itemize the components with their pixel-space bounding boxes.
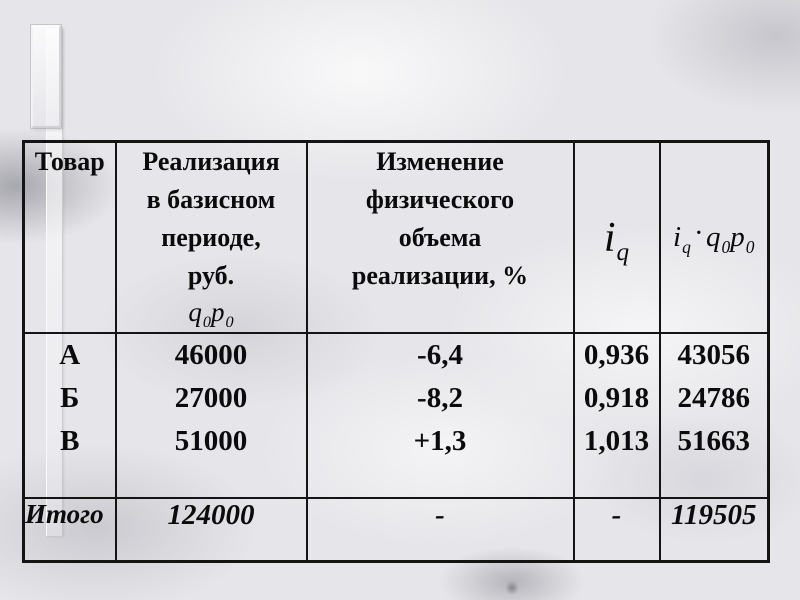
formula-q-sub: 0 bbox=[202, 313, 211, 332]
formula-i-sub: q bbox=[616, 239, 630, 267]
col-header-product: Товар bbox=[22, 140, 117, 334]
col-header-iq: iq bbox=[572, 140, 661, 334]
cell-base-revenues: 46000 27000 51000 bbox=[114, 332, 308, 499]
total-base-revenue: 124000 bbox=[114, 497, 308, 562]
iq-value: 1,013 bbox=[583, 425, 650, 457]
formula-p: p bbox=[730, 221, 745, 253]
formula-q: q bbox=[706, 221, 721, 253]
formula-i: i bbox=[673, 221, 682, 253]
decorative-bar bbox=[30, 24, 62, 129]
product-name: В bbox=[60, 425, 80, 457]
col-header-volume-change: Изменение физического объема реализации,… bbox=[305, 140, 575, 334]
base-revenue-value: 51000 bbox=[174, 425, 248, 457]
table-body-row: А Б В 46000 27000 51000 -6,4 -8,2 +1,3 0… bbox=[22, 332, 770, 499]
formula-p-sub: 0 bbox=[745, 236, 755, 257]
formula-i: i bbox=[603, 214, 616, 261]
base-revenue-value: 46000 bbox=[174, 339, 248, 371]
cell-products: А Б В bbox=[22, 332, 117, 499]
formula-p: p bbox=[211, 297, 225, 327]
product-name: Б bbox=[60, 382, 80, 414]
cell-iq-q0p0-values: 43056 24786 51663 bbox=[658, 332, 770, 499]
multiplication-dot: · bbox=[694, 216, 703, 249]
iq-q0p0-value: 51663 bbox=[677, 425, 751, 457]
iq-q0p0-value: 24786 bbox=[677, 382, 751, 414]
formula-i-sub: q bbox=[682, 236, 691, 257]
total-label: Итого bbox=[22, 497, 117, 562]
iq-q0p0-formula: iq · q0p0 bbox=[673, 217, 754, 257]
iq-q0p0-value: 43056 bbox=[677, 339, 751, 371]
total-volume-change: - bbox=[305, 497, 575, 562]
volume-change-value: -8,2 bbox=[417, 382, 463, 414]
iq-value: 0,918 bbox=[583, 382, 650, 414]
iq-value: 0,936 bbox=[583, 339, 650, 371]
index-data-table: Товар Реализация в базисном периоде, руб… bbox=[22, 140, 770, 563]
col-header-base-revenue: Реализация в базисном периоде, руб. q0p0 bbox=[114, 140, 308, 334]
total-iq: - bbox=[572, 497, 661, 562]
cell-iq-values: 0,936 0,918 1,013 bbox=[572, 332, 661, 499]
product-name: А bbox=[59, 339, 81, 371]
formula-p-sub: 0 bbox=[225, 313, 234, 332]
formula-q: q bbox=[188, 297, 202, 327]
base-revenue-value: 27000 bbox=[174, 382, 248, 414]
q0p0-formula: q0p0 bbox=[118, 296, 305, 332]
col-header-iq-q0p0: iq · q0p0 bbox=[658, 140, 770, 334]
col-header-base-revenue-label: Реализация в базисном периоде, руб. bbox=[142, 147, 280, 290]
volume-change-value: +1,3 bbox=[413, 425, 467, 457]
iq-formula: iq bbox=[603, 214, 629, 267]
table-header-row: Товар Реализация в базисном периоде, руб… bbox=[22, 140, 770, 334]
cell-volume-changes: -6,4 -8,2 +1,3 bbox=[305, 332, 575, 499]
volume-change-value: -6,4 bbox=[417, 339, 463, 371]
total-iq-q0p0: 119505 bbox=[658, 497, 770, 562]
formula-q-sub: 0 bbox=[721, 236, 731, 257]
table-total-row: Итого 124000 - - 119505 bbox=[22, 497, 770, 562]
